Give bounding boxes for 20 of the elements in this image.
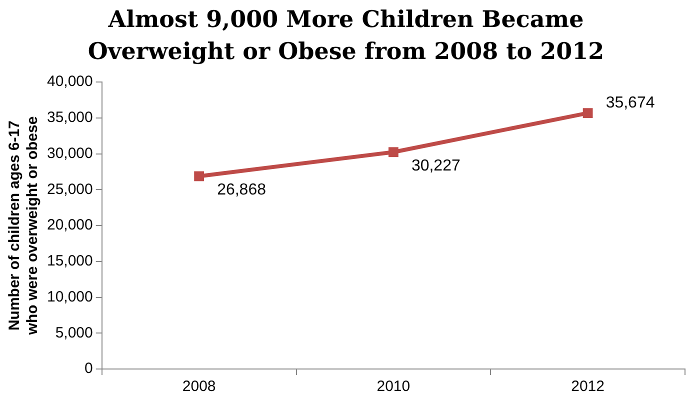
y-tick-label: 25,000 — [46, 180, 93, 198]
y-tick-label: 35,000 — [46, 109, 93, 126]
y-tick-label: 5,000 — [55, 324, 93, 342]
data-label: 30,227 — [411, 158, 460, 175]
data-label: 26,868 — [217, 182, 266, 199]
point — [388, 147, 398, 158]
x-tick-label: 2010 — [376, 378, 410, 396]
x-tick-label: 2008 — [182, 378, 216, 396]
y-tick-label: 20,000 — [46, 216, 93, 234]
x-tick-label: 2012 — [571, 378, 604, 396]
y-tick-label: 40,000 — [46, 73, 93, 90]
y-axis-title: Number of children ages 6-17 who were overweight or obese — [6, 116, 42, 336]
y-tick-label: 30,000 — [46, 144, 93, 162]
data-label: 35,674 — [606, 94, 655, 112]
y-tick-label: 0 — [84, 360, 93, 378]
chart-title: Almost 9,000 More Children Became Overweight or Obese from 2008 to 2012 — [86, 5, 606, 67]
y-tick-label: 15,000 — [46, 252, 93, 270]
point — [194, 171, 204, 182]
y-tick-label: 10,000 — [46, 288, 93, 306]
point — [582, 108, 593, 118]
